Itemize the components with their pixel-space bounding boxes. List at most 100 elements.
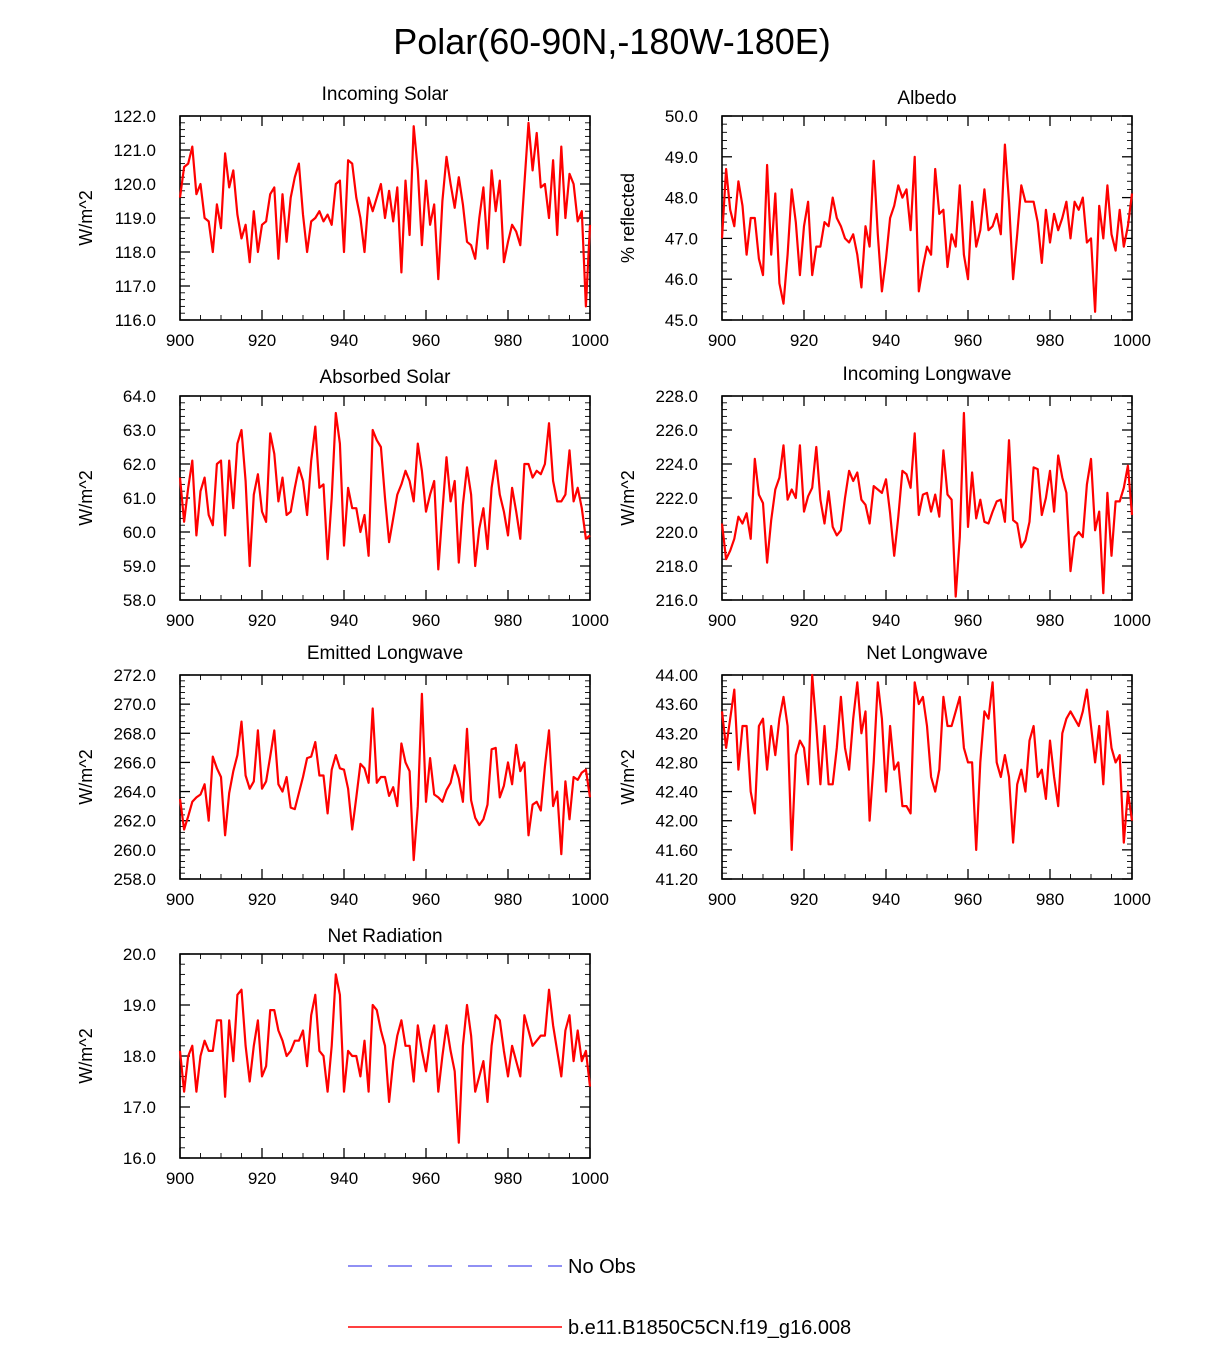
albedo-plot-frame <box>721 115 1133 321</box>
net-radiation-xtick-label: 920 <box>248 1169 276 1188</box>
incoming-longwave-title: Incoming Longwave <box>843 364 1012 385</box>
absorbed-solar-ytick-label: 60.0 <box>123 523 156 542</box>
incoming-longwave-xtick-label: 900 <box>708 611 736 630</box>
absorbed-solar-xtick-label: 900 <box>166 611 194 630</box>
incoming-longwave-xtick-label: 980 <box>1036 611 1064 630</box>
emitted-longwave-series-line <box>178 692 592 862</box>
net-radiation-xtick-label: 900 <box>166 1169 194 1188</box>
panel-absorbed-solar: Absorbed Solar W/m^2 900 920 940 960 980 1000 58… <box>76 367 609 630</box>
absorbed-solar-xtick-label: 980 <box>494 611 522 630</box>
incoming-longwave-xtick-label: 940 <box>872 611 900 630</box>
net-longwave-xtick-label: 1000 <box>1113 890 1151 909</box>
panel-net-longwave: Net Longwave W/m^2 900 920 940 960 980 1000 41.2… <box>618 643 1151 909</box>
albedo-ytick-label: 49.0 <box>665 148 698 167</box>
net-longwave-ylabel: W/m^2 <box>618 749 638 804</box>
net-radiation-ytick-label: 16.0 <box>123 1149 156 1168</box>
albedo-ytick-label: 48.0 <box>665 189 698 208</box>
net-longwave-ytick-label: 41.60 <box>655 841 698 860</box>
emitted-longwave-ytick-label: 264.0 <box>113 783 156 802</box>
emitted-longwave-xtick-label: 900 <box>166 890 194 909</box>
panel-incoming-solar: Incoming Solar W/m^2 900 920 940 960 980 1000 11… <box>76 84 609 350</box>
net-longwave-ytick-label: 42.80 <box>655 753 698 772</box>
incoming-longwave-ytick-label: 228.0 <box>655 387 698 406</box>
absorbed-solar-ytick-label: 62.0 <box>123 455 156 474</box>
net-radiation-xtick-label: 980 <box>494 1169 522 1188</box>
legend-label-model-run: b.e11.B1850C5CN.f19_g16.008 <box>568 1317 851 1339</box>
net-longwave-xtick-label: 920 <box>790 890 818 909</box>
incoming-longwave-ytick-label: 218.0 <box>655 557 698 576</box>
incoming-solar-ytick-label: 120.0 <box>113 175 156 194</box>
absorbed-solar-ytick-label: 64.0 <box>123 387 156 406</box>
net-radiation-ytick-label: 19.0 <box>123 996 156 1015</box>
absorbed-solar-title: Absorbed Solar <box>320 367 452 388</box>
legend: No Obs b.e11.B1850C5CN.f19_g16.008 <box>348 1256 851 1339</box>
incoming-solar-ytick-label: 122.0 <box>113 107 156 126</box>
emitted-longwave-ytick-label: 268.0 <box>113 724 156 743</box>
emitted-longwave-ylabel: W/m^2 <box>76 749 96 804</box>
net-radiation-series-line <box>178 973 592 1144</box>
incoming-solar-xtick-label: 940 <box>330 331 358 350</box>
incoming-longwave-xtick-label: 920 <box>790 611 818 630</box>
albedo-xtick-label: 940 <box>872 331 900 350</box>
incoming-solar-ytick-label: 116.0 <box>115 311 156 330</box>
emitted-longwave-ytick-label: 260.0 <box>113 841 156 860</box>
incoming-solar-xtick-label: 960 <box>412 331 440 350</box>
emitted-longwave-title: Emitted Longwave <box>307 643 463 664</box>
absorbed-solar-ytick-label: 63.0 <box>123 421 156 440</box>
absorbed-solar-xtick-label: 920 <box>248 611 276 630</box>
incoming-longwave-ytick-label: 224.0 <box>655 455 698 474</box>
absorbed-solar-xtick-label: 940 <box>330 611 358 630</box>
albedo-ytick-label: 46.0 <box>665 270 698 289</box>
incoming-longwave-xtick-label: 1000 <box>1113 611 1151 630</box>
net-longwave-ytick-label: 41.20 <box>655 870 698 889</box>
net-radiation-ylabel: W/m^2 <box>76 1028 96 1083</box>
incoming-solar-ytick-label: 121.0 <box>113 141 156 160</box>
incoming-longwave-series-line <box>720 411 1134 598</box>
net-radiation-xtick-label: 1000 <box>571 1169 609 1188</box>
net-longwave-xtick-label: 900 <box>708 890 736 909</box>
emitted-longwave-xtick-label: 1000 <box>571 890 609 909</box>
albedo-series-line <box>720 143 1134 313</box>
incoming-solar-title: Incoming Solar <box>322 84 449 105</box>
panel-net-radiation: Net Radiation W/m^2 900 920 940 960 980 1000 16.… <box>76 926 609 1188</box>
incoming-longwave-ytick-label: 216.0 <box>655 591 698 610</box>
incoming-solar-ylabel: W/m^2 <box>76 190 96 245</box>
albedo-xtick-label: 980 <box>1036 331 1064 350</box>
net-radiation-xtick-label: 940 <box>330 1169 358 1188</box>
net-longwave-ytick-label: 43.60 <box>655 695 698 714</box>
absorbed-solar-xtick-label: 1000 <box>571 611 609 630</box>
absorbed-solar-ytick-label: 61.0 <box>123 489 156 508</box>
panel-albedo: Albedo % reflected 900 920 940 960 980 1000 45.0… <box>618 88 1151 350</box>
albedo-xtick-label: 900 <box>708 331 736 350</box>
net-longwave-plot-frame <box>721 674 1133 880</box>
net-radiation-ytick-label: 17.0 <box>123 1098 156 1117</box>
net-radiation-ytick-label: 18.0 <box>123 1047 156 1066</box>
albedo-xtick-label: 960 <box>954 331 982 350</box>
albedo-ytick-label: 45.0 <box>665 311 698 330</box>
net-longwave-ytick-label: 44.00 <box>655 666 698 685</box>
net-longwave-xtick-label: 960 <box>954 890 982 909</box>
incoming-solar-ytick-label: 117.0 <box>115 277 156 296</box>
panel-emitted-longwave: Emitted Longwave W/m^2 900 920 940 960 980 1000… <box>76 643 609 909</box>
legend-label-no-obs: No Obs <box>568 1256 636 1278</box>
absorbed-solar-series-line <box>178 411 591 571</box>
net-longwave-title: Net Longwave <box>866 643 987 664</box>
incoming-solar-series-line <box>178 121 592 308</box>
incoming-solar-xtick-label: 1000 <box>571 331 609 350</box>
incoming-solar-xtick-label: 980 <box>494 331 522 350</box>
panel-incoming-longwave: Incoming Longwave W/m^2 900 920 940 960 980 100… <box>618 364 1151 630</box>
albedo-ytick-label: 47.0 <box>665 229 698 248</box>
net-longwave-ytick-label: 43.20 <box>655 724 698 743</box>
emitted-longwave-xtick-label: 940 <box>330 890 358 909</box>
emitted-longwave-xtick-label: 960 <box>412 890 440 909</box>
emitted-longwave-ytick-label: 266.0 <box>113 753 156 772</box>
emitted-longwave-xtick-label: 980 <box>494 890 522 909</box>
albedo-xtick-label: 1000 <box>1113 331 1151 350</box>
net-longwave-ytick-label: 42.00 <box>655 812 698 831</box>
incoming-solar-xtick-label: 900 <box>166 331 194 350</box>
albedo-xtick-label: 920 <box>790 331 818 350</box>
emitted-longwave-ytick-label: 270.0 <box>113 695 156 714</box>
net-longwave-series-line <box>720 673 1134 852</box>
net-longwave-xtick-label: 980 <box>1036 890 1064 909</box>
